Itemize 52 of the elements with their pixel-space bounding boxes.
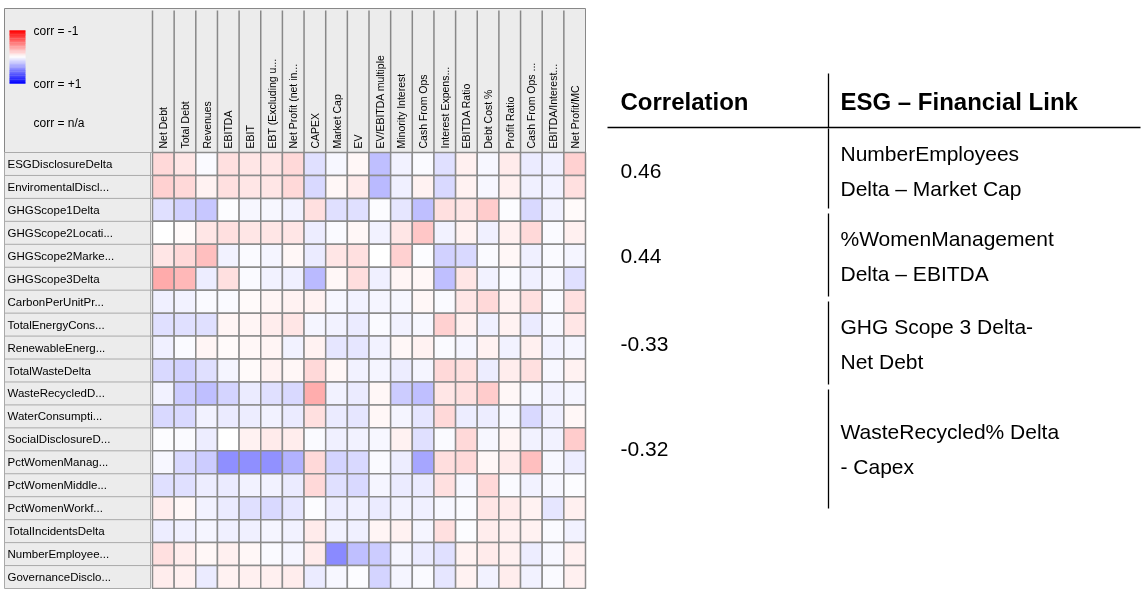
x-tick-label: EBITDA Ratio	[460, 83, 473, 149]
y-tick-label: GHGScope2Locati...	[7, 226, 113, 239]
color-bar-label: corr = +1	[33, 76, 82, 91]
y-tick-label: TotalIncidentsDelta	[7, 525, 106, 538]
y-tick-label: TotalEnergyCons...	[7, 318, 105, 331]
x-tick-label: Net Profit (net in...	[287, 63, 300, 149]
category-label: NumberEmployees Delta – Market Cap	[840, 142, 1022, 200]
y-tick-label: RenewableEnerg...	[7, 341, 106, 354]
x-tick-label: Revenues	[200, 101, 213, 149]
x-tick-label: CAPEX	[308, 112, 321, 149]
x-tick-label: Profit Ratio	[503, 96, 516, 149]
y-tick-label: SocialDisclosureD...	[7, 433, 111, 446]
y-tick-label: PctWomenManag...	[7, 456, 109, 469]
y-tick-label: PctWomenMiddle...	[7, 479, 107, 492]
x-tick-label: EV/EBITDA multiple	[373, 54, 386, 149]
y-tick-label: TotalWasteDelta	[7, 364, 92, 377]
x-tick-label: Interest Expens...	[438, 66, 451, 149]
y-tick-label: WaterConsumpti...	[7, 410, 103, 423]
y-tick-label: WasteRecycledD...	[7, 387, 105, 400]
color-bar-label: corr = -1	[33, 23, 79, 38]
category-label: GHG Scope 3 Delta- Net Debt	[840, 315, 1034, 373]
x-tick-label: EV	[352, 134, 365, 149]
text: ESG – Financial Link	[840, 88, 1079, 115]
data-label: 0.46	[620, 158, 662, 182]
x-tick-label: Cash From Ops	[417, 74, 430, 149]
y-tick-label: ESGDisclosureDelta	[7, 157, 113, 170]
text: corr = n/a	[33, 115, 85, 130]
category-label: WasteRecycled% Delta - Capex	[840, 420, 1060, 478]
x-tick-label: EBITDA/Interest...	[547, 63, 560, 149]
y-tick-label: GHGScope3Delta	[7, 272, 101, 285]
data-label: 0.44	[620, 243, 662, 267]
y-tick-label: EnviromentalDiscl...	[7, 180, 110, 193]
data-label: -0.32	[620, 436, 669, 460]
x-tick-label: Net Profit/MC	[568, 85, 581, 149]
x-tick-label: Market Cap	[330, 94, 343, 149]
y-tick-label: PctWomenWorkf...	[7, 502, 103, 515]
y-tick-label: GHGScope2Marke...	[7, 249, 115, 262]
y-tick-label: GovernanceDisclo...	[7, 571, 112, 584]
x-tick-label: Net Debt	[157, 106, 170, 149]
x-tick-label: EBIT	[243, 124, 256, 149]
x-tick-label: Cash From Ops ...	[525, 62, 538, 149]
y-tick-label: NumberEmployee...	[7, 548, 110, 561]
x-tick-label: Total Debt	[178, 101, 191, 149]
category-label: %WomenManagement Delta – EBITDA	[840, 227, 1054, 285]
y-tick-label: GHGScope1Delta	[7, 203, 101, 216]
y-tick-label: CarbonPerUnitPr...	[7, 295, 105, 308]
x-tick-label: EBT (Excluding u...	[265, 58, 278, 149]
x-tick-label: EBITDA	[222, 110, 235, 149]
data-label: -0.33	[620, 331, 669, 355]
text: Correlation	[620, 88, 749, 115]
x-tick-label: Minority Interest	[395, 73, 408, 149]
x-tick-label: Debt Cost %	[482, 89, 495, 149]
